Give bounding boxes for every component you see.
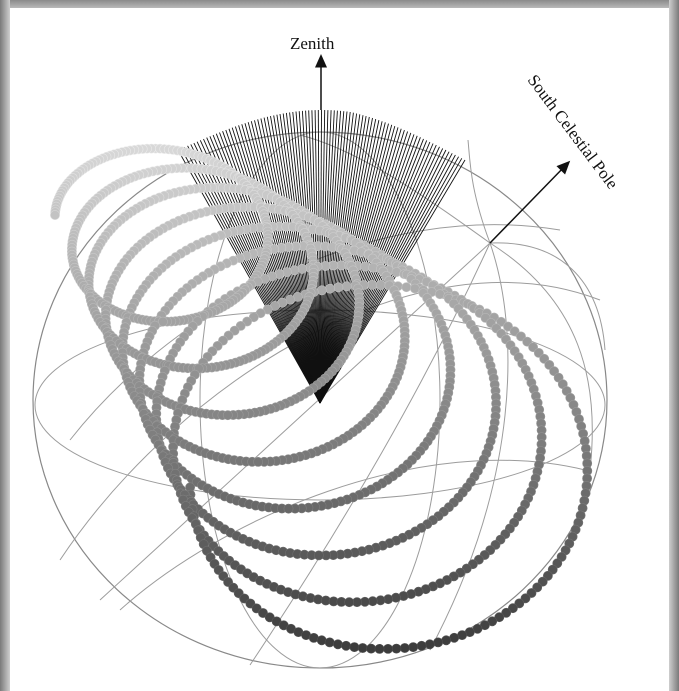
cone-line [317, 109, 321, 404]
cone-line [254, 120, 321, 404]
cone-line [234, 126, 321, 404]
trail-bead [434, 289, 445, 300]
cone-line [319, 109, 322, 404]
trail-bead [508, 603, 518, 614]
trail-bead [399, 643, 410, 653]
cone-line [289, 112, 321, 404]
cone-line [319, 110, 329, 404]
trail-bead [332, 639, 343, 650]
cone-line [238, 125, 321, 404]
trail-bead [516, 331, 526, 342]
trail-bead [366, 643, 376, 654]
hour-circle-3 [489, 242, 593, 471]
cone-line [250, 121, 321, 404]
cone-line [319, 110, 335, 404]
cone-line [319, 113, 358, 404]
trail-bead [383, 644, 393, 654]
cone-line [241, 124, 321, 404]
trail-bead [316, 285, 327, 296]
cone-line [273, 115, 321, 404]
trail-bead [408, 642, 419, 652]
cone-line [244, 123, 321, 404]
trail-bead [424, 639, 435, 650]
hour-circle-1 [249, 242, 491, 666]
trail-bead [313, 550, 324, 561]
cone-line [228, 128, 321, 404]
trail-bead [157, 316, 168, 327]
trail-bead [333, 282, 344, 293]
trail-bead [341, 281, 352, 292]
trail-bead [357, 643, 368, 653]
cone-line [276, 114, 321, 404]
cone-line [319, 114, 361, 404]
trail-bead [222, 410, 233, 421]
cone-line [319, 110, 338, 404]
trail-bead [344, 597, 355, 608]
trail-bead [324, 637, 335, 648]
trail-bead [503, 321, 513, 332]
trail-bead [374, 644, 385, 654]
trail-bead [416, 640, 427, 651]
cone-line [319, 110, 332, 404]
south-celestial-pole-label: South Celestial Pole [524, 71, 622, 193]
trail-bead [375, 280, 386, 290]
cone-line [270, 116, 321, 404]
cone-line [231, 127, 321, 404]
trail-bead [391, 643, 402, 654]
sightline-cone [177, 109, 466, 404]
cone-line [257, 119, 321, 404]
trail-bead [253, 456, 263, 467]
trail-bead [401, 282, 412, 293]
cone-line [266, 116, 321, 404]
diagonal-line [99, 242, 491, 601]
cone-line [319, 109, 326, 404]
zenith-label: Zenith [290, 34, 335, 53]
trail-bead [441, 635, 452, 646]
cone-line [247, 122, 321, 404]
trail-bead [325, 283, 335, 294]
window-frame-right [669, 0, 679, 691]
hour-circle-2 [429, 242, 509, 651]
cone-line [292, 111, 321, 404]
cone-line [319, 111, 348, 404]
cone-line [279, 113, 321, 404]
cone-line [285, 112, 321, 404]
cone-line [319, 115, 364, 404]
trail-bead [509, 326, 520, 337]
south-celestial-pole-arrow [489, 160, 571, 244]
cone-line [263, 117, 321, 404]
hour-circle-5 [489, 242, 606, 351]
trail-bead [409, 283, 420, 294]
meridian-circle [199, 131, 441, 669]
hour-circle-6 [467, 139, 491, 244]
window-frame-left [0, 0, 10, 691]
cone-line [319, 111, 351, 404]
trail-bead [341, 640, 351, 651]
trail-bead [501, 607, 512, 618]
trail-bead [283, 503, 294, 514]
latitude-circle-1 [119, 459, 586, 611]
window-frame-top [0, 0, 679, 8]
trail-bead [349, 642, 360, 652]
cone-line [260, 118, 321, 404]
cone-line [319, 111, 345, 404]
trail-bead [433, 637, 443, 648]
cone-line [319, 112, 354, 404]
cone-line [282, 113, 321, 404]
cone-line [314, 110, 321, 404]
trail-bead [50, 210, 60, 220]
trail-bead [367, 279, 378, 290]
cone-line [319, 110, 342, 404]
star-trail-beads [50, 143, 593, 654]
trail-bead [316, 635, 327, 646]
horizon-circle [34, 309, 606, 501]
